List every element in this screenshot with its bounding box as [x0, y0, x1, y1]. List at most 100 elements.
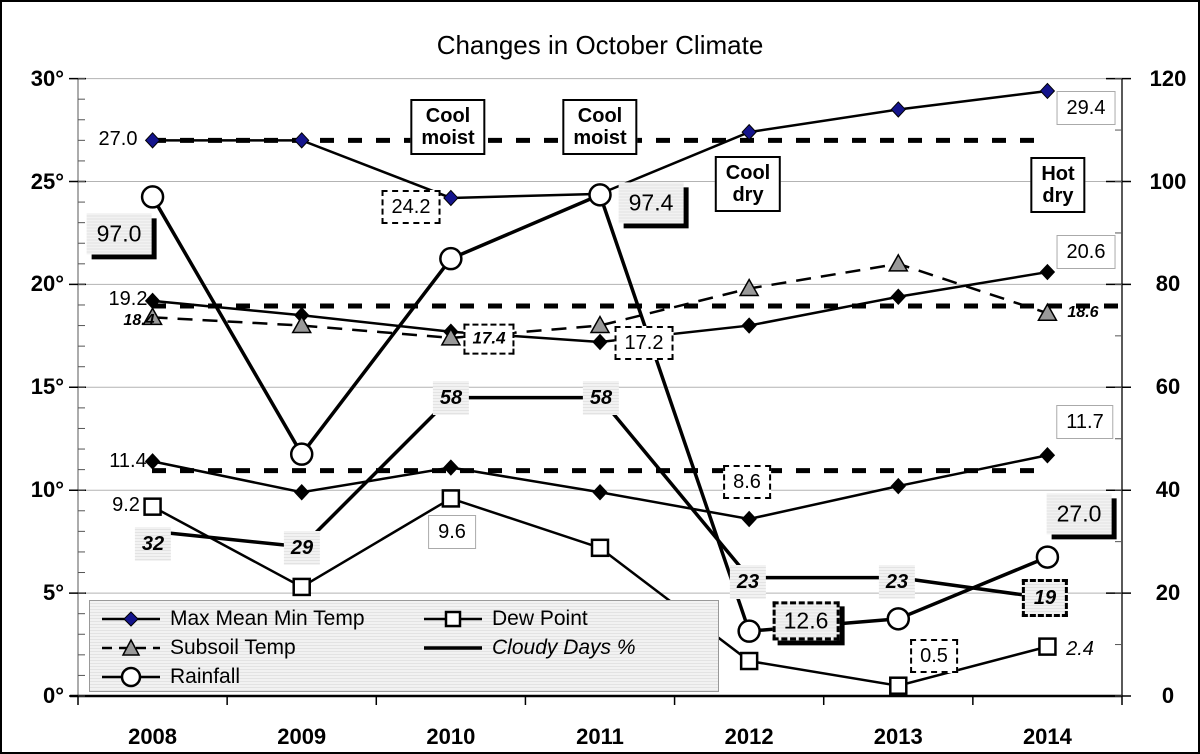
y-axis-label-left: 30°: [30, 65, 64, 91]
legend-swatch: [100, 636, 162, 660]
y-axis-label-left: 0°: [42, 683, 64, 708]
legend-label: Max Mean Min Temp: [170, 607, 365, 630]
marker-diamond: [144, 132, 161, 149]
legend-marker-square: [444, 610, 462, 628]
annotation-9.2: 9.2: [112, 494, 140, 516]
marker-triangle: [738, 277, 760, 297]
annotation-cool-moist: Cool moist: [410, 99, 486, 155]
marker-triangle: [291, 315, 312, 334]
legend-swatch: [422, 607, 484, 631]
annotation-58: 58: [432, 381, 470, 415]
annotation-hot-dry: Hot dry: [1030, 157, 1086, 213]
y-axis-label-right: 120: [1149, 65, 1187, 91]
annotation-24.2: 24.2: [381, 190, 441, 224]
y-axis-label-right: 60: [1155, 374, 1181, 400]
legend-item-max-mean-min-temp: Max Mean Min Temp: [100, 605, 365, 633]
marker-diamond: [890, 477, 906, 495]
annotation-12.6: 12.6: [772, 601, 840, 641]
marker-diamond: [1039, 263, 1056, 281]
x-axis-label: 2011: [576, 724, 624, 749]
legend-swatch-line: [424, 646, 482, 650]
legend-swatch-triangle: [102, 638, 160, 656]
marker-diamond: [294, 132, 310, 149]
legend-item-rainfall: Rainfall: [100, 663, 240, 691]
marker-diamond: [592, 333, 608, 351]
x-axis-label: 2010: [426, 724, 476, 749]
annotation-19.2: 19.2: [108, 288, 148, 310]
marker-square: [590, 538, 610, 558]
annotation-2.4: 2.4: [1066, 638, 1094, 660]
annotation-29: 29: [283, 531, 321, 565]
legend-label: Dew Point: [492, 607, 588, 630]
y-axis-label-left: 20°: [30, 271, 64, 297]
legend-swatch-square: [424, 610, 482, 628]
marker-circle: [439, 246, 463, 271]
annotation-97.4: 97.4: [618, 182, 684, 224]
marker-diamond: [443, 189, 459, 207]
legend-swatch: [100, 665, 162, 689]
annotation-32: 32: [134, 527, 172, 561]
annotation-cool-dry: Cool dry: [714, 156, 782, 212]
annotation-29.4: 29.4: [1056, 91, 1116, 125]
marker-diamond: [741, 317, 757, 334]
marker-circle: [1035, 545, 1060, 569]
legend: Max Mean Min Temp Dew Point Subsoil Temp Cl…: [89, 600, 719, 692]
y-axis-label-left: 25°: [30, 168, 64, 194]
y-axis-label-left: 15°: [30, 374, 64, 400]
x-axis-label: 2013: [873, 724, 923, 749]
marker-diamond: [741, 123, 757, 141]
annotation-0.5: 0.5: [910, 639, 958, 673]
annotation-18.4: 18.4: [123, 312, 155, 330]
annotation-18.6: 18.6: [1067, 304, 1099, 322]
marker-diamond: [1039, 446, 1056, 464]
marker-diamond: [144, 453, 161, 470]
marker-triangle: [1037, 302, 1058, 321]
marker-circle: [140, 185, 165, 209]
legend-marker-circle: [120, 666, 142, 688]
marker-circle: [588, 183, 612, 207]
legend-swatch: [422, 636, 484, 660]
marker-diamond: [741, 510, 757, 528]
marker-triangle: [142, 306, 163, 326]
y-axis-label-right: 20: [1155, 580, 1181, 606]
marker-circle: [886, 607, 911, 631]
annotation-8.6: 8.6: [723, 465, 771, 499]
legend-marker-triangle: [121, 638, 141, 656]
annotation-23: 23: [729, 565, 767, 599]
marker-triangle: [888, 253, 909, 272]
y-axis-label-right: 100: [1149, 168, 1187, 194]
marker-diamond: [890, 288, 906, 305]
legend-marker-diamond: [123, 611, 139, 627]
marker-diamond: [592, 484, 608, 501]
marker-square: [739, 651, 759, 671]
chart-title: Changes in October Climate: [436, 30, 764, 60]
annotation-27.0: 27.0: [1046, 493, 1112, 535]
annotation-27.0: 27.0: [98, 128, 138, 150]
marker-square: [1038, 637, 1057, 656]
legend-swatch-circle: [102, 666, 160, 688]
y-axis-label-left: 5°: [42, 580, 64, 606]
annotation-17.4: 17.4: [463, 323, 515, 355]
y-axis-label-right: 80: [1155, 271, 1181, 297]
legend-item-cloudy-days-: Cloudy Days %: [422, 634, 636, 662]
legend-label: Subsoil Temp: [170, 636, 296, 659]
legend-swatch: [100, 607, 162, 631]
x-axis-label: 2008: [128, 724, 178, 749]
marker-square: [143, 497, 162, 516]
annotation-19: 19: [1021, 579, 1069, 617]
marker-diamond: [1039, 82, 1056, 100]
x-axis-label: 2012: [724, 724, 774, 749]
legend-label: Rainfall: [170, 665, 241, 688]
annotation-11.7: 11.7: [1056, 405, 1114, 439]
annotation-20.6: 20.6: [1056, 235, 1116, 269]
marker-triangle: [440, 327, 462, 346]
annotation-11.4: 11.4: [109, 450, 147, 472]
annotation-97.0: 97.0: [86, 213, 152, 255]
marker-circle: [737, 619, 761, 643]
annotation-58: 58: [582, 381, 620, 415]
annotation-9.6: 9.6: [428, 515, 476, 549]
marker-square: [889, 676, 908, 695]
legend-swatch-diamond: [102, 611, 160, 627]
